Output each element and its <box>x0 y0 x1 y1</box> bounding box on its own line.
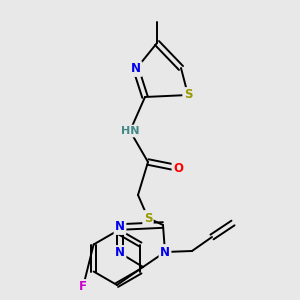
Text: HN: HN <box>121 126 139 136</box>
Text: N: N <box>131 62 141 76</box>
Text: F: F <box>79 280 87 293</box>
Text: S: S <box>184 88 192 101</box>
Text: N: N <box>115 220 125 233</box>
Text: N: N <box>115 247 125 260</box>
Text: N: N <box>160 245 170 259</box>
Text: O: O <box>173 161 183 175</box>
Text: S: S <box>144 212 152 224</box>
